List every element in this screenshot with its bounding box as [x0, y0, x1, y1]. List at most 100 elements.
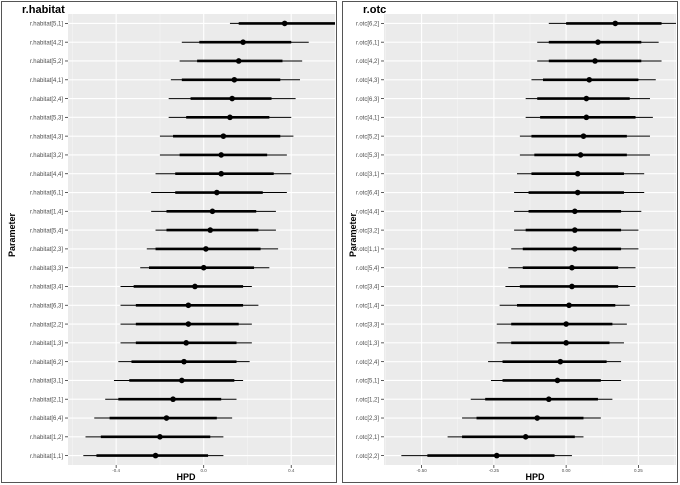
chart-title-right: r.otc	[363, 4, 387, 16]
point-estimate	[185, 302, 192, 309]
y-tick-label: r.habitat[5,2]	[30, 59, 63, 65]
y-tick-label: r.habitat[4,3]	[30, 134, 63, 140]
point-estimate	[612, 20, 619, 27]
point-estimate	[563, 321, 569, 327]
y-tick-label: r.otc[5,1]	[356, 379, 379, 385]
x-tick-label: 0.00	[562, 468, 571, 473]
y-tick-label: r.habitat[6,4]	[30, 416, 63, 422]
point-estimate	[209, 208, 216, 215]
y-tick-label: r.otc[5,4]	[356, 266, 379, 272]
y-tick-label: r.habitat[2,1]	[30, 397, 63, 403]
y-tick-label: r.otc[3,3]	[356, 322, 379, 328]
point-estimate	[181, 358, 187, 365]
y-tick-label: r.habitat[4,4]	[30, 172, 63, 178]
point-estimate	[220, 133, 227, 139]
point-estimate	[207, 227, 214, 233]
point-estimate	[577, 152, 584, 158]
point-estimate	[557, 358, 564, 365]
y-tick-label: r.otc[2,2]	[356, 454, 379, 460]
point-estimate	[203, 246, 209, 252]
plot-panel-background	[68, 14, 335, 465]
y-tick-label: r.habitat[4,2]	[30, 40, 63, 46]
point-estimate	[281, 20, 288, 27]
y-tick-label: r.otc[6,2]	[356, 22, 379, 28]
y-tick-label: r.habitat[5,1]	[30, 22, 63, 28]
point-estimate	[580, 133, 587, 139]
y-tick-label: r.otc[4,4]	[356, 210, 379, 216]
y-tick-label: r.habitat[6,2]	[30, 360, 63, 366]
point-estimate	[522, 434, 529, 440]
x-axis-title-left: HPD	[176, 472, 196, 482]
y-tick-label: r.habitat[2,2]	[30, 322, 63, 328]
point-estimate	[163, 415, 170, 421]
point-estimate	[183, 340, 189, 346]
x-tick-label: -0.50	[416, 468, 427, 473]
y-tick-label: r.habitat[5,3]	[30, 116, 63, 122]
point-estimate	[240, 39, 246, 45]
x-tick-label: 0.25	[634, 468, 643, 473]
y-tick-label: r.otc[5,3]	[356, 153, 379, 159]
point-estimate	[574, 170, 581, 177]
point-estimate	[152, 452, 159, 459]
y-tick-label: r.habitat[1,1]	[30, 454, 63, 460]
point-estimate	[566, 302, 572, 309]
point-estimate	[170, 396, 176, 403]
y-tick-label: r.otc[6,1]	[356, 40, 379, 46]
y-tick-label: r.otc[3,2]	[356, 228, 379, 234]
x-tick-label: -0.4	[112, 468, 120, 473]
y-tick-label: r.habitat[4,1]	[30, 78, 63, 84]
y-tick-label: r.habitat[2,3]	[30, 247, 63, 253]
x-tick-label: -0.25	[489, 468, 500, 473]
y-tick-label: r.otc[1,3]	[356, 341, 379, 347]
point-estimate	[493, 452, 500, 459]
y-tick-label: r.otc[6,3]	[356, 97, 379, 103]
point-estimate	[231, 76, 238, 83]
x-axis-title-right: HPD	[525, 472, 545, 482]
y-tick-label: r.otc[3,1]	[356, 172, 379, 178]
y-tick-label: r.habitat[3,1]	[30, 379, 63, 385]
point-estimate	[583, 114, 590, 121]
x-tick-label: 0.4	[288, 468, 295, 473]
y-tick-label: r.otc[4,1]	[356, 116, 379, 122]
point-estimate	[586, 76, 593, 83]
y-tick-label: r.otc[1,2]	[356, 397, 379, 403]
chart-title-left: r.habitat	[22, 4, 65, 16]
point-estimate	[569, 264, 575, 271]
point-estimate	[572, 246, 578, 252]
x-tick-label: 0.0	[201, 468, 208, 473]
y-tick-label: r.habitat[1,2]	[30, 435, 63, 441]
y-tick-label: r.habitat[6,3]	[30, 303, 63, 309]
point-estimate	[157, 434, 163, 440]
point-estimate	[572, 227, 578, 233]
point-estimate	[572, 208, 578, 215]
y-tick-label: r.habitat[3,4]	[30, 285, 63, 291]
point-estimate	[227, 114, 233, 121]
y-tick-label: r.otc[6,4]	[356, 191, 379, 197]
point-estimate	[218, 170, 224, 177]
point-estimate	[192, 283, 198, 290]
y-tick-label: r.habitat[3,3]	[30, 266, 63, 272]
point-estimate	[583, 95, 590, 102]
y-tick-label: r.habitat[5,4]	[30, 228, 63, 234]
y-tick-label: r.habitat[2,4]	[30, 97, 63, 103]
point-estimate	[545, 396, 552, 403]
y-tick-label: r.otc[2,3]	[356, 416, 379, 422]
point-estimate	[569, 283, 575, 290]
point-estimate	[554, 377, 561, 384]
point-estimate	[179, 377, 185, 384]
point-estimate	[229, 95, 235, 102]
point-estimate	[592, 58, 598, 64]
y-tick-label: r.otc[2,4]	[356, 360, 379, 366]
point-estimate	[534, 415, 541, 421]
point-estimate	[214, 189, 220, 196]
y-tick-label: r.otc[5,2]	[356, 134, 379, 140]
y-tick-label: r.habitat[1,3]	[30, 341, 63, 347]
y-tick-label: r.otc[2,1]	[356, 435, 379, 441]
point-estimate	[595, 39, 601, 45]
y-tick-label: r.otc[1,1]	[356, 247, 379, 253]
y-tick-label: r.otc[1,4]	[356, 303, 379, 309]
y-tick-label: r.habitat[1,4]	[30, 210, 63, 216]
point-estimate	[200, 264, 207, 271]
